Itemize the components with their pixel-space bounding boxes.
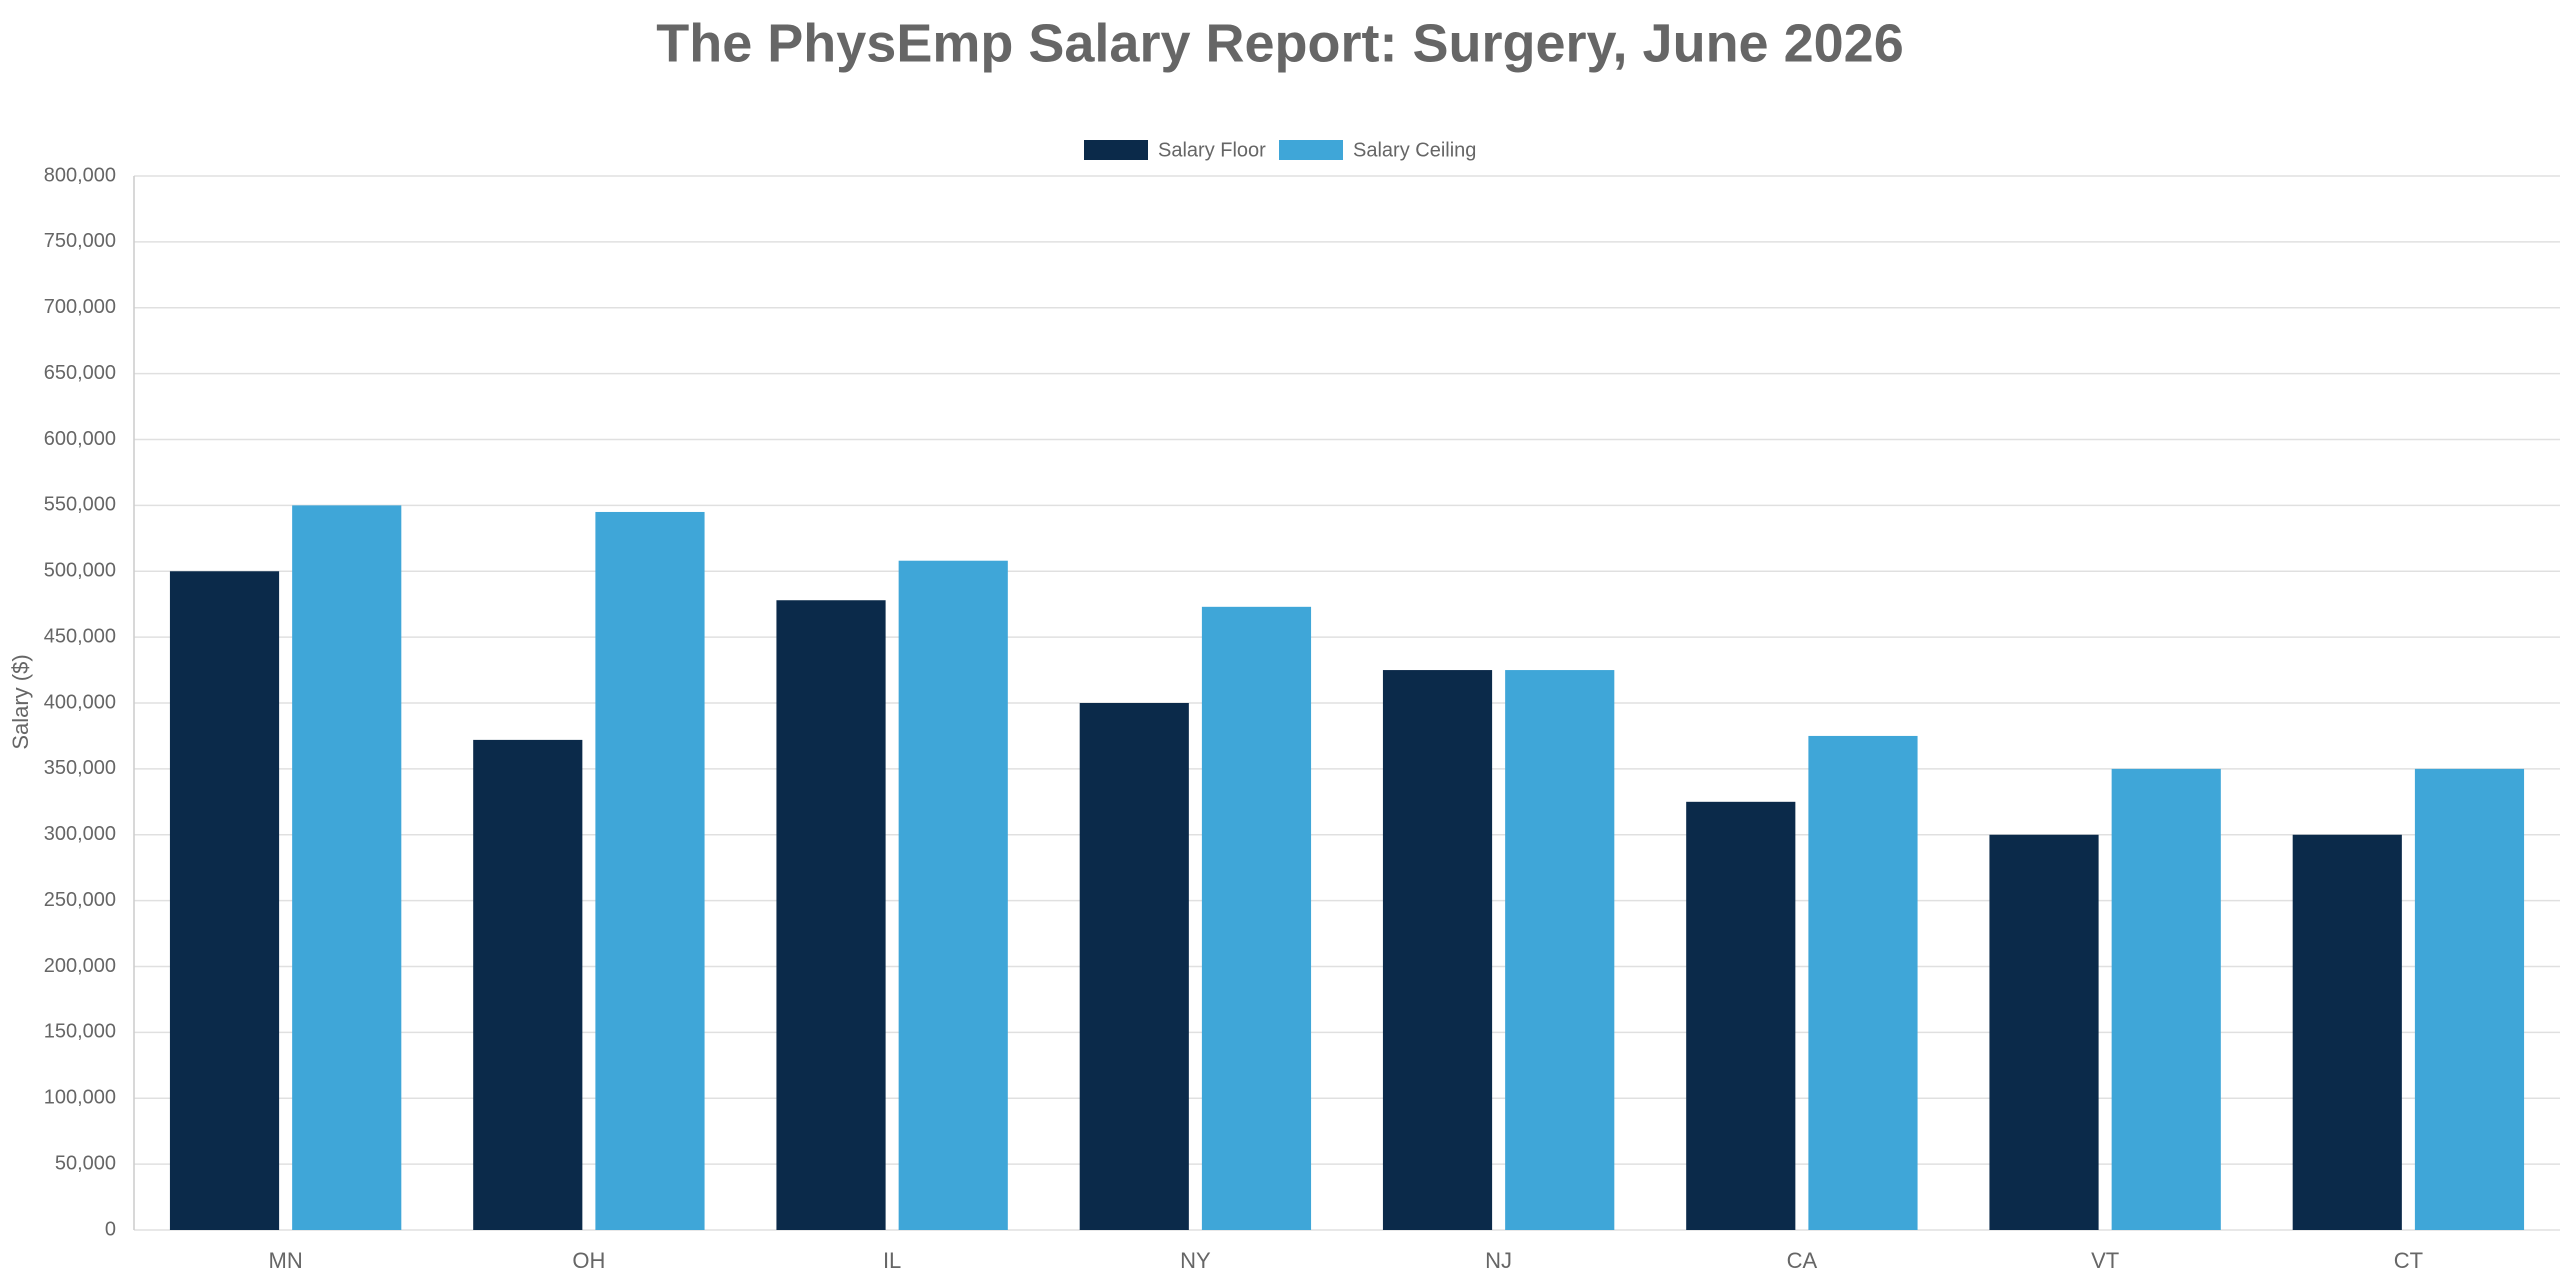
y-tick-label: 700,000 bbox=[44, 296, 116, 318]
legend-label: Salary Floor bbox=[1158, 139, 1266, 161]
y-axis-label: Salary ($) bbox=[8, 654, 33, 749]
x-tick-label: IL bbox=[883, 1248, 901, 1273]
y-tick-label: 50,000 bbox=[55, 1152, 116, 1174]
bar bbox=[595, 511, 705, 1230]
x-tick-label: CA bbox=[1787, 1248, 1818, 1273]
bar bbox=[292, 505, 402, 1230]
y-tick-label: 800,000 bbox=[44, 164, 116, 186]
y-tick-label: 500,000 bbox=[44, 560, 116, 582]
legend-swatch bbox=[1084, 140, 1148, 160]
bar bbox=[776, 600, 886, 1230]
y-tick-label: 550,000 bbox=[44, 494, 116, 516]
y-tick-label: 150,000 bbox=[44, 1021, 116, 1043]
bar bbox=[1989, 834, 2099, 1230]
x-tick-label: NY bbox=[1180, 1248, 1211, 1273]
y-tick-label: 600,000 bbox=[44, 428, 116, 450]
y-tick-label: 450,000 bbox=[44, 625, 116, 647]
bar bbox=[1382, 670, 1493, 1230]
y-tick-label: 200,000 bbox=[44, 955, 116, 977]
y-tick-label: 350,000 bbox=[44, 757, 116, 779]
bar bbox=[2111, 768, 2221, 1230]
x-tick-label: OH bbox=[572, 1248, 605, 1273]
bar bbox=[1201, 606, 1312, 1230]
bar bbox=[2292, 834, 2402, 1230]
bar bbox=[898, 560, 1008, 1230]
x-tick-label: CT bbox=[2394, 1248, 2423, 1273]
y-tick-label: 750,000 bbox=[44, 230, 116, 252]
y-tick-label: 400,000 bbox=[44, 691, 116, 713]
legend-swatch bbox=[1279, 140, 1343, 160]
y-tick-label: 250,000 bbox=[44, 889, 116, 911]
y-tick-label: 300,000 bbox=[44, 823, 116, 845]
legend-label: Salary Ceiling bbox=[1353, 139, 1476, 161]
bar bbox=[473, 739, 583, 1230]
bar bbox=[1686, 801, 1796, 1230]
bar bbox=[2414, 768, 2525, 1230]
y-tick-label: 650,000 bbox=[44, 362, 116, 384]
bar bbox=[1808, 735, 1918, 1230]
chart-title: The PhysEmp Salary Report: Surgery, June… bbox=[656, 13, 1903, 73]
x-tick-label: VT bbox=[2091, 1248, 2119, 1273]
bar bbox=[1505, 670, 1615, 1230]
y-tick-label: 0 bbox=[105, 1218, 116, 1240]
y-tick-label: 100,000 bbox=[44, 1087, 116, 1109]
bar bbox=[169, 571, 280, 1230]
x-tick-label: MN bbox=[269, 1248, 303, 1273]
bar bbox=[1079, 703, 1189, 1230]
x-tick-label: NJ bbox=[1485, 1248, 1512, 1273]
